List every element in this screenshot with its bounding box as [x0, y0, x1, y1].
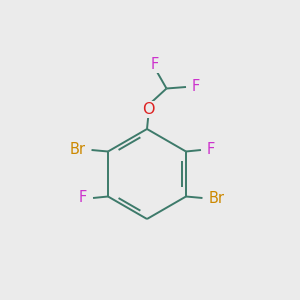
Text: Br: Br — [70, 142, 86, 158]
Text: O: O — [142, 102, 155, 117]
Text: F: F — [79, 190, 87, 206]
Text: F: F — [207, 142, 215, 158]
Text: F: F — [150, 57, 159, 72]
Text: F: F — [192, 80, 200, 94]
Text: Br: Br — [208, 190, 224, 206]
